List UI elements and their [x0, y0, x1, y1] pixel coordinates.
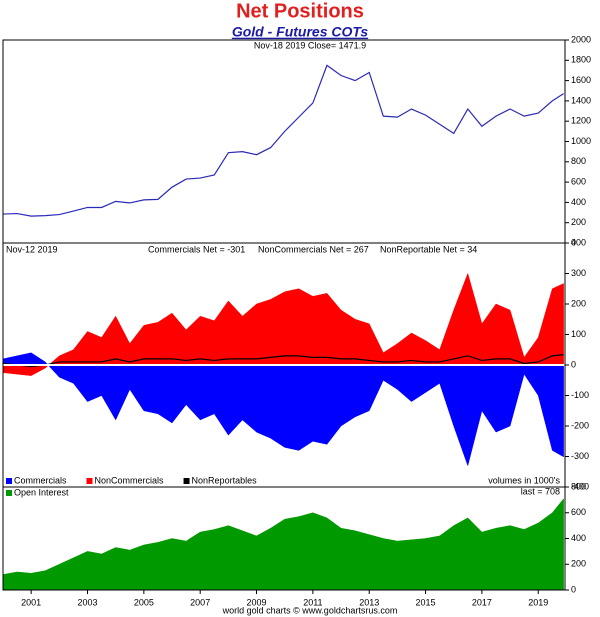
legend-swatch: [183, 478, 190, 484]
x-tick-label: 2007: [190, 597, 210, 607]
y-tick-label: 200: [571, 559, 586, 569]
x-tick-label: 2017: [472, 597, 492, 607]
y-tick-label: -300: [571, 451, 589, 461]
x-tick-label: 2019: [528, 597, 548, 607]
area: [2, 352, 564, 467]
line: [2, 354, 564, 368]
y-tick-label: -400: [571, 481, 589, 491]
area: [2, 272, 564, 376]
y-tick-label: 1800: [571, 55, 591, 65]
y-tick-label: 800: [571, 481, 586, 491]
annotation: Nov-12 2019: [6, 244, 58, 254]
x-tick-label: 2001: [21, 597, 41, 607]
chart-title: Net Positions: [236, 0, 364, 22]
y-tick-label: 1200: [571, 116, 591, 126]
x-tick-label: 2013: [359, 597, 379, 607]
x-tick-label: 2009: [247, 597, 267, 607]
legend-swatch: [86, 478, 93, 484]
y-tick-label: 0: [571, 584, 576, 594]
y-tick-label: 1400: [571, 95, 591, 105]
y-tick-label: 600: [571, 176, 586, 186]
x-tick-label: 2003: [77, 597, 97, 607]
y-tick-label: 0: [571, 237, 576, 247]
y-tick-label: 2000: [571, 34, 591, 44]
legend-label: Commercials: [14, 475, 67, 485]
y-tick-label: 100: [571, 329, 586, 339]
y-tick-label: -200: [571, 420, 589, 430]
legend-label: NonReportables: [192, 475, 258, 485]
annotation: last = 708: [521, 486, 560, 496]
chart-subtitle: Gold - Futures COTs: [232, 24, 369, 40]
y-tick-label: 400: [571, 237, 586, 247]
x-tick-label: 2011: [303, 597, 322, 607]
y-tick-label: 800: [571, 156, 586, 166]
y-tick-label: 200: [571, 298, 586, 308]
y-tick-label: 600: [571, 507, 586, 517]
y-tick-label: -100: [571, 390, 589, 400]
credit: world gold charts © www.goldchartsrus.co…: [222, 605, 398, 615]
y-tick-label: 0: [571, 359, 576, 369]
x-tick-label: 2005: [134, 597, 154, 607]
annotation: Nov-18 2019 Close= 1471.9: [254, 40, 366, 50]
legend-swatch: [6, 490, 12, 496]
x-tick-label: 2015: [416, 597, 436, 607]
y-tick-label: 1600: [571, 75, 591, 85]
y-tick-label: 400: [571, 197, 586, 207]
y-tick-label: 1000: [571, 136, 591, 146]
y-tick-label: 300: [571, 268, 586, 278]
annotation: volumes in 1000's: [488, 475, 560, 485]
line: [2, 64, 564, 217]
annotation: NonCommercials Net = 267: [258, 244, 369, 254]
y-tick-label: 400: [571, 533, 586, 543]
legend-label: Open Interest: [14, 487, 69, 497]
annotation: NonReportable Net = 34: [380, 244, 477, 254]
annotation: Commercials Net = -301: [148, 244, 245, 254]
area: [2, 498, 564, 591]
plot-frame: [2, 39, 566, 244]
legend-swatch: [6, 478, 12, 484]
y-tick-label: 200: [571, 217, 586, 227]
legend-label: NonCommercials: [95, 475, 165, 485]
